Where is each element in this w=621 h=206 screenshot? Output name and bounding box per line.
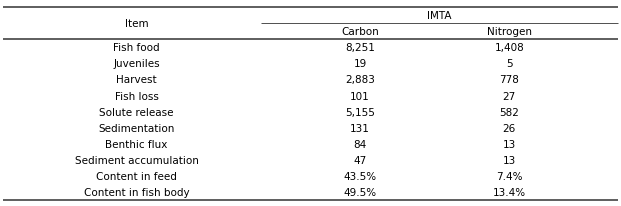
Text: 13: 13 <box>502 155 516 165</box>
Text: IMTA: IMTA <box>427 11 451 21</box>
Text: 5: 5 <box>506 59 512 69</box>
Text: 13: 13 <box>502 139 516 149</box>
Text: Item: Item <box>125 19 148 29</box>
Text: 84: 84 <box>353 139 367 149</box>
Text: 47: 47 <box>353 155 367 165</box>
Text: 2,883: 2,883 <box>345 75 375 85</box>
Text: 27: 27 <box>502 91 516 101</box>
Text: 5,155: 5,155 <box>345 107 375 117</box>
Text: Content in fish body: Content in fish body <box>84 187 189 197</box>
Text: Carbon: Carbon <box>342 27 379 37</box>
Text: 13.4%: 13.4% <box>492 187 526 197</box>
Text: 43.5%: 43.5% <box>343 171 377 181</box>
Text: Sedimentation: Sedimentation <box>99 123 175 133</box>
Text: 49.5%: 49.5% <box>343 187 377 197</box>
Text: Harvest: Harvest <box>116 75 157 85</box>
Text: 582: 582 <box>499 107 519 117</box>
Text: 19: 19 <box>353 59 367 69</box>
Text: Juveniles: Juveniles <box>113 59 160 69</box>
Text: 101: 101 <box>350 91 370 101</box>
Text: 7.4%: 7.4% <box>496 171 522 181</box>
Text: Sediment accumulation: Sediment accumulation <box>75 155 199 165</box>
Text: Nitrogen: Nitrogen <box>487 27 532 37</box>
Text: Fish loss: Fish loss <box>115 91 158 101</box>
Text: 778: 778 <box>499 75 519 85</box>
Text: 1,408: 1,408 <box>494 43 524 53</box>
Text: Fish food: Fish food <box>113 43 160 53</box>
Text: Solute release: Solute release <box>99 107 174 117</box>
Text: 26: 26 <box>502 123 516 133</box>
Text: 8,251: 8,251 <box>345 43 375 53</box>
Text: 131: 131 <box>350 123 370 133</box>
Text: Benthic flux: Benthic flux <box>106 139 168 149</box>
Text: Content in feed: Content in feed <box>96 171 177 181</box>
